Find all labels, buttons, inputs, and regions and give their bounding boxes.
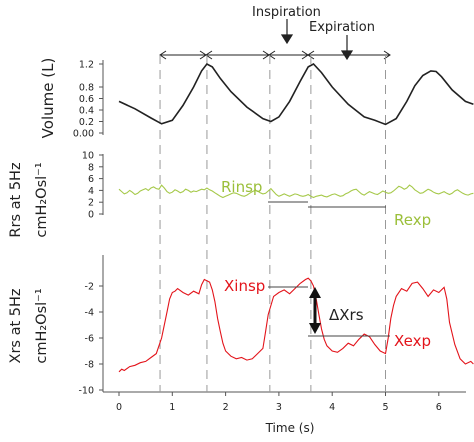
y-tick-label: 2 — [88, 198, 94, 209]
y-tick-label: 0.2 — [79, 117, 94, 128]
xrs-axis-title-line2: cmH₂Osl⁻¹ — [34, 288, 50, 363]
y-tick-label: 0 — [88, 210, 94, 221]
rrs-axis-title: Rrs at 5Hz cmH₂Osl⁻¹ — [8, 162, 50, 237]
inspiration-arrow — [280, 19, 294, 45]
phase-guide-lines — [159, 55, 386, 392]
y-tick-label: 0.4 — [79, 106, 94, 117]
y-tick-label: 0.8 — [79, 83, 94, 94]
rrs-axis-title-line1: Rrs at 5Hz — [8, 162, 24, 237]
y-tick-label: 0.00 — [73, 129, 94, 140]
xrs-series-line — [118, 277, 474, 373]
y-tick-label: 1.2 — [79, 60, 94, 71]
xrs-reference-lines — [268, 286, 390, 337]
x-ticks: 0 1 2 3 4 5 6 — [116, 392, 442, 413]
xexp-label: Xexp — [394, 332, 431, 350]
delta-xrs-arrow — [309, 287, 321, 334]
y-tick-label: -8 — [85, 360, 94, 371]
rinsp-label: Rinsp — [221, 178, 262, 196]
axes — [102, 60, 466, 393]
y-tick-label: -10 — [78, 386, 94, 397]
xrs-axis-title-line1: Xrs at 5Hz — [8, 289, 24, 364]
rrs-axis-title-line2: cmH₂Osl⁻¹ — [34, 162, 50, 237]
volume-series-line — [118, 62, 474, 126]
delta-xrs-label: ΔXrs — [329, 306, 364, 324]
xrs-axis-title: Xrs at 5Hz cmH₂Osl⁻¹ — [8, 288, 50, 363]
y-tick-label: 4 — [88, 186, 94, 197]
y-tick-label: 8 — [88, 162, 94, 173]
y-tick-label: 0.6 — [79, 94, 94, 105]
x-tick-label: 0 — [116, 402, 122, 413]
x-tick-label: 5 — [382, 402, 388, 413]
volume-axis-title: Volume (L) — [39, 58, 57, 139]
x-tick-label: 2 — [223, 402, 229, 413]
y-tick-label: 10 — [82, 151, 94, 162]
rrs-reference-lines — [268, 201, 386, 208]
x-tick-label: 4 — [329, 402, 335, 413]
x-tick-label: 6 — [436, 402, 442, 413]
rexp-label: Rexp — [394, 211, 431, 229]
rrs-series-line — [118, 184, 474, 199]
y-tick-label: -2 — [85, 282, 94, 293]
y-tick-label: -6 — [85, 334, 94, 345]
xinsp-label: Xinsp — [224, 277, 265, 295]
x-axis-title: Time (s) — [265, 421, 315, 435]
phase-arrows — [159, 50, 391, 60]
y-tick-label: 6 — [88, 174, 94, 185]
expiration-label: Expiration — [309, 20, 375, 35]
x-tick-label: 3 — [276, 402, 282, 413]
inspiration-label: Inspiration — [252, 5, 321, 20]
y-tick-label: -4 — [85, 308, 94, 319]
x-tick-label: 1 — [169, 402, 175, 413]
